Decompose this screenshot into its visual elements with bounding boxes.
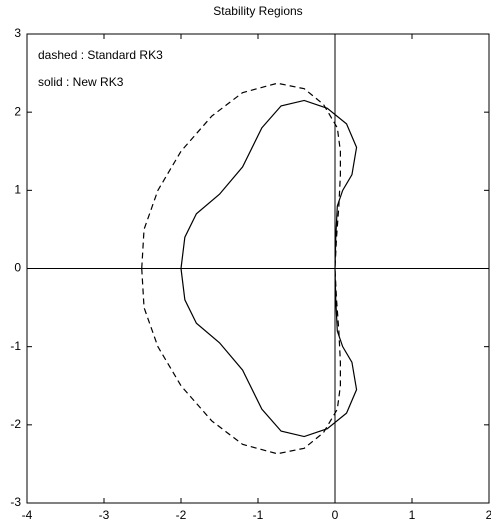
x-tick-label: -1	[253, 508, 264, 522]
x-tick-label: -4	[22, 508, 33, 522]
series-line	[180, 99, 358, 438]
y-tick-label: -1	[10, 339, 21, 353]
y-tick-label: -3	[10, 495, 21, 509]
x-tick-label: -3	[99, 508, 110, 522]
annotation: dashed : Standard RK3	[38, 48, 163, 62]
chart-title: Stability Regions	[213, 4, 302, 18]
x-tick-label: -2	[176, 508, 187, 522]
y-tick-label: 3	[14, 26, 21, 40]
y-tick-label: 2	[14, 104, 21, 118]
x-tick-label: 1	[409, 508, 416, 522]
x-tick-label: 2	[486, 508, 491, 522]
annotation: solid : New RK3	[38, 75, 124, 89]
x-tick-label: 0	[332, 508, 339, 522]
y-tick-label: -2	[10, 417, 21, 431]
y-tick-label: 1	[14, 183, 21, 197]
y-tick-label: 0	[14, 261, 21, 275]
